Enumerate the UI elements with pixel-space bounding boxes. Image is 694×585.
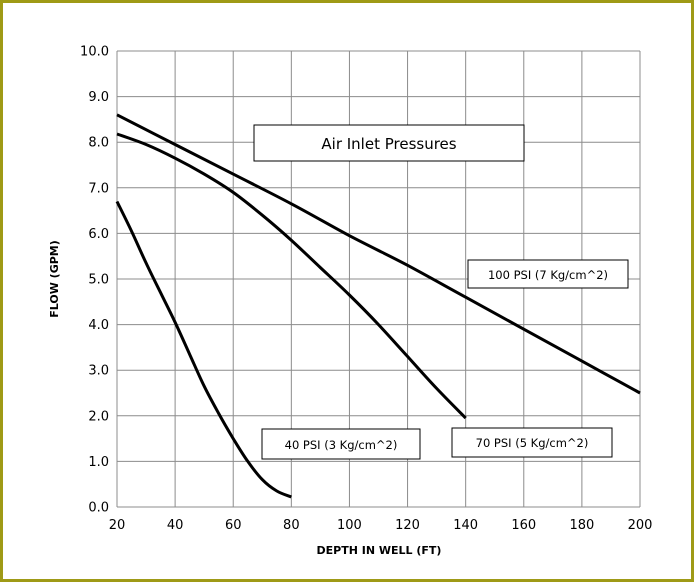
- y-tick-label: 2.0: [88, 409, 109, 424]
- y-tick-label: 0.0: [88, 501, 109, 516]
- x-tick-label: 100: [337, 518, 362, 533]
- series-label-100-psi-box: [467, 259, 629, 289]
- x-tick-label: 140: [453, 518, 478, 533]
- chart-title: Air Inlet Pressures: [321, 135, 456, 153]
- x-tick-label: 160: [511, 518, 536, 533]
- chart-title-box: Air Inlet Pressures: [253, 124, 525, 162]
- y-tick-label: 7.0: [88, 181, 109, 196]
- series-line-40-psi: [115, 200, 292, 499]
- y-tick-label: 5.0: [88, 273, 109, 288]
- x-tick-label: 60: [225, 518, 242, 533]
- line-chart: 0.0 1.0 2.0 3.0 4.0 5.0 6.0 7.0 8.0 9.0 10.0 20 40 60…: [48, 45, 652, 558]
- series-label-100-psi: 100 PSI (7 Kg/cm^2): [467, 259, 629, 289]
- x-tick-label: 200: [628, 518, 653, 533]
- x-tick-label: 20: [109, 518, 126, 533]
- y-tick-label: 8.0: [88, 136, 109, 151]
- grid: [116, 50, 641, 508]
- y-tick-label: 4.0: [88, 318, 109, 333]
- y-tick-label: 1.0: [88, 455, 109, 470]
- title-box-border: [253, 124, 525, 162]
- series-label-70-psi-text: 70 PSI (5 Kg/cm^2): [476, 436, 589, 450]
- x-tick-label: 40: [167, 518, 184, 533]
- series-label-40-psi-box: [261, 428, 421, 460]
- x-axis-title: DEPTH IN WELL (FT): [317, 544, 442, 557]
- x-tick-label: 180: [569, 518, 594, 533]
- x-tick-label: 80: [283, 518, 300, 533]
- series-layer: [115, 113, 641, 499]
- series-label-40-psi: 40 PSI (3 Kg/cm^2): [261, 428, 421, 460]
- y-tick-label: 10.0: [80, 45, 109, 60]
- y-tick-label: 9.0: [88, 90, 109, 105]
- series-label-70-psi-box: [451, 427, 613, 458]
- x-tick-label: 120: [395, 518, 420, 533]
- tick-labels: 0.0 1.0 2.0 3.0 4.0 5.0 6.0 7.0 8.0 9.0 10.0 20 40 60…: [80, 45, 652, 534]
- series-line-100-psi: [116, 113, 641, 395]
- series-line-70-psi: [116, 132, 467, 420]
- series-label-100-psi-text: 100 PSI (7 Kg/cm^2): [488, 268, 608, 282]
- y-tick-label: 3.0: [88, 364, 109, 379]
- y-tick-label: 6.0: [88, 227, 109, 242]
- series-label-70-psi: 70 PSI (5 Kg/cm^2): [451, 427, 613, 458]
- y-axis-title: FLOW (GPM): [48, 240, 61, 318]
- series-label-40-psi-text: 40 PSI (3 Kg/cm^2): [285, 438, 398, 452]
